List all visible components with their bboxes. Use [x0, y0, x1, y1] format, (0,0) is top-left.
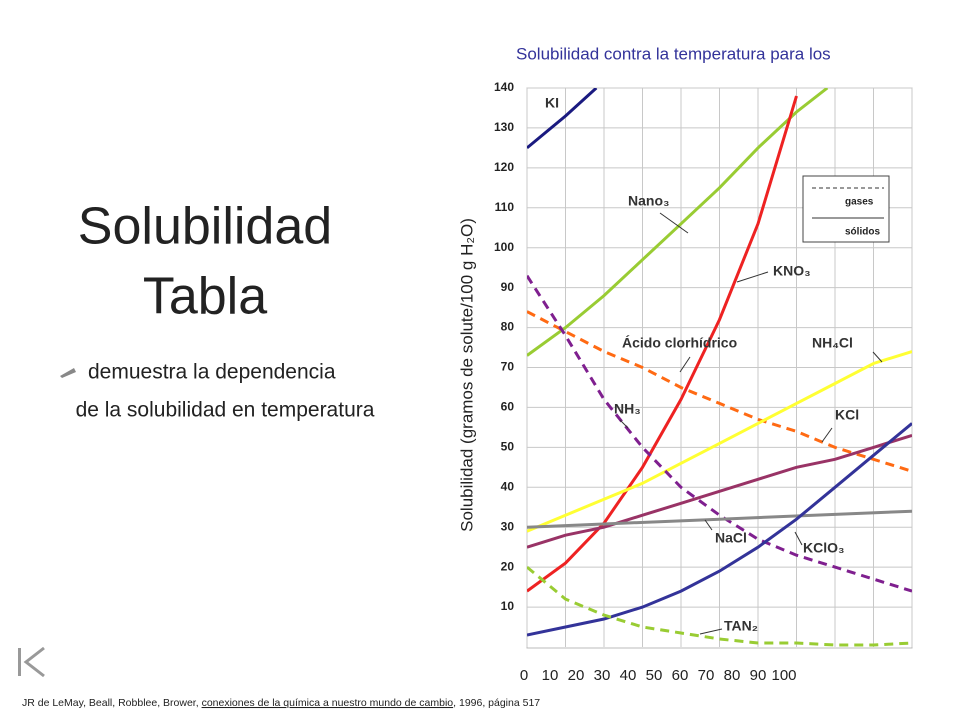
x-tick-label: 80 — [724, 667, 741, 684]
leader-line — [619, 419, 629, 429]
legend-label: sólidos — [845, 227, 880, 238]
series-label: NaCl — [715, 530, 747, 546]
series-label: KNO₃ — [773, 263, 811, 279]
series-label: KClO₃ — [803, 540, 844, 556]
y-tick-label: 50 — [501, 440, 515, 454]
slide-title: Solubilidad — [78, 198, 332, 256]
nav-icon[interactable] — [18, 646, 45, 678]
legend-box — [802, 175, 890, 243]
slide-title: Tabla — [143, 268, 267, 326]
y-tick-label: 30 — [501, 519, 515, 533]
y-tick-label: 20 — [501, 559, 515, 573]
leader-line — [736, 271, 769, 283]
series-label: TAN₂ — [724, 618, 758, 634]
leader-line — [704, 519, 713, 531]
bullet-icon — [60, 368, 76, 378]
leader-line — [794, 531, 803, 546]
nav-bar — [18, 648, 21, 676]
series-line — [527, 509, 912, 529]
leader-line — [872, 351, 883, 363]
y-tick-label: 70 — [501, 360, 515, 374]
legend-label: gases — [845, 197, 874, 208]
series-label: KCl — [835, 407, 859, 423]
series-label: Nano₃ — [628, 193, 669, 209]
x-tick-label: 100 — [771, 667, 796, 684]
y-tick-label: 60 — [501, 400, 515, 414]
series-line — [527, 433, 912, 549]
series-line — [527, 350, 912, 533]
citation-link: conexiones de la química a nuestro mundo… — [202, 697, 454, 709]
x-tick-label: 10 — [542, 667, 559, 684]
series-label: Ácido clorhídrico — [622, 335, 737, 351]
x-tick-label: 40 — [620, 667, 637, 684]
series-line — [527, 422, 912, 637]
x-tick-label: 70 — [698, 667, 715, 684]
series-label: KI — [545, 95, 559, 111]
y-tick-label: 130 — [494, 120, 514, 134]
series-label: NH₃ — [614, 401, 641, 417]
x-tick-label: 20 — [568, 667, 585, 684]
citation-text: JR de LeMay, Beall, Robblee, Brower, — [22, 697, 202, 709]
nav-arrow — [23, 646, 45, 678]
series-label: NH₄Cl — [812, 335, 853, 351]
leader-line — [821, 427, 833, 443]
y-tick-label: 100 — [494, 240, 514, 254]
x-tick-label: 0 — [520, 667, 528, 684]
series-line — [527, 88, 829, 357]
series-line — [527, 95, 798, 593]
y-tick-label: 140 — [494, 80, 514, 94]
citation-text: , 1996, página 517 — [453, 697, 540, 709]
series-line — [527, 88, 598, 150]
leader-line — [679, 356, 691, 373]
y-tick-label: 110 — [495, 200, 515, 214]
y-tick-label: 90 — [501, 280, 515, 294]
x-tick-label: 60 — [672, 667, 689, 684]
series-line — [527, 310, 912, 473]
y-tick-label: 40 — [501, 479, 515, 493]
citation: JR de LeMay, Beall, Robblee, Brower, con… — [22, 697, 540, 709]
y-tick-label: 120 — [494, 160, 514, 174]
series-line — [527, 565, 912, 647]
bullet-text: de la solubilidad en temperatura — [76, 399, 375, 422]
y-tick-label: 10 — [501, 599, 515, 613]
x-tick-label: 30 — [594, 667, 611, 684]
chart-title: Solubilidad contra la temperatura para l… — [516, 44, 831, 63]
x-tick-label: 90 — [750, 667, 767, 684]
y-tick-label: 80 — [501, 320, 515, 334]
x-tick-label: 50 — [646, 667, 663, 684]
series-line — [527, 274, 912, 593]
y-axis-label: Solubilidad (gramos de solute/100 g H₂O) — [457, 218, 476, 532]
bullet-text: demuestra la dependencia — [88, 361, 336, 384]
leader-line — [659, 212, 689, 234]
leader-line — [699, 628, 723, 635]
